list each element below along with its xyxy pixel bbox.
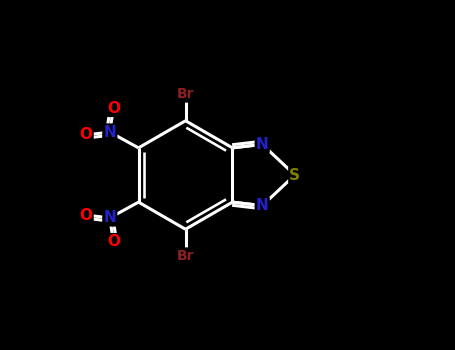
Text: N: N — [103, 125, 116, 140]
Text: N: N — [103, 210, 116, 225]
Text: Br: Br — [177, 88, 194, 102]
Text: O: O — [80, 208, 92, 223]
Text: N: N — [256, 137, 268, 152]
Text: Br: Br — [177, 248, 194, 262]
Text: O: O — [80, 127, 92, 142]
Text: O: O — [107, 234, 120, 249]
Text: O: O — [107, 101, 120, 116]
Text: S: S — [289, 168, 300, 182]
Text: N: N — [256, 198, 268, 213]
